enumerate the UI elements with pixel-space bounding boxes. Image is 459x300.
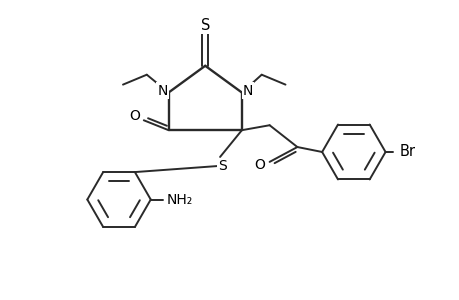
Text: NH₂: NH₂ <box>166 193 192 206</box>
Text: O: O <box>254 158 264 172</box>
Text: Br: Br <box>398 145 414 160</box>
Text: N: N <box>242 84 252 98</box>
Text: S: S <box>200 18 209 33</box>
Text: N: N <box>157 84 168 98</box>
Text: O: O <box>129 109 140 123</box>
Text: S: S <box>217 159 226 173</box>
